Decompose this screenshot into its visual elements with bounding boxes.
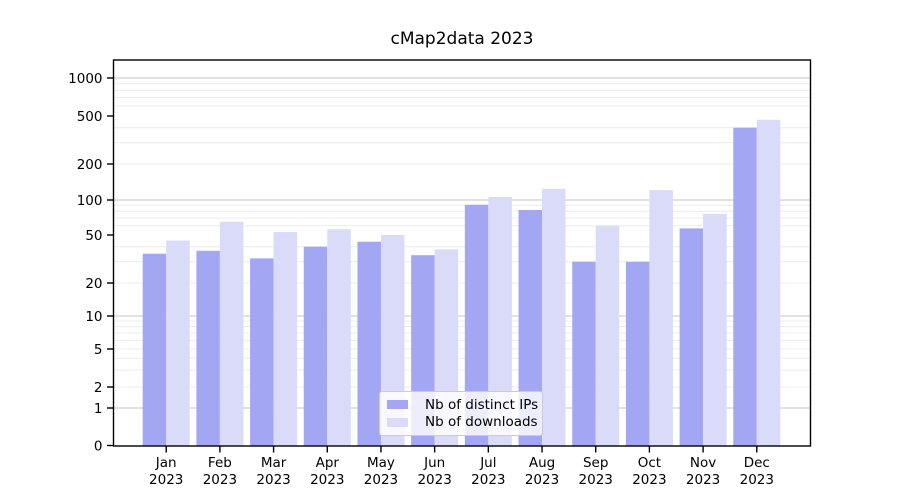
x-tick-label-feb: Feb 2023 — [203, 455, 237, 488]
chart-title: cMap2data 2023 — [390, 29, 534, 49]
y-tick-label: 20 — [85, 276, 102, 292]
legend-swatch-downloads — [387, 417, 408, 427]
x-tick-label-aug: Aug 2023 — [525, 455, 559, 488]
legend-row-distinct-ips: Nb of distinct IPs — [387, 396, 538, 414]
legend: Nb of distinct IPs Nb of downloads — [379, 391, 543, 436]
y-tick-label: 50 — [85, 228, 102, 244]
bar-distinct-ips-jan — [142, 253, 167, 446]
bar-downloads-nov — [703, 213, 727, 446]
y-tick-label: 2 — [94, 380, 103, 396]
bar-distinct-ips-feb — [196, 250, 220, 446]
y-tick-label: 0 — [94, 438, 103, 454]
legend-swatch-distinct-ips — [387, 400, 408, 410]
y-tick-label: 10 — [85, 309, 102, 325]
bar-distinct-ips-sep — [572, 261, 596, 446]
bar-downloads-sep — [595, 225, 620, 446]
x-tick-label-sep: Sep 2023 — [579, 455, 613, 488]
bar-distinct-ips-dec — [733, 127, 757, 447]
bar-downloads-feb — [219, 221, 244, 446]
bar-distinct-ips-nov — [679, 228, 704, 446]
x-tick-label-oct: Oct 2023 — [632, 455, 666, 488]
x-tick-label-mar: Mar 2023 — [256, 455, 290, 488]
y-tick-label: 100 — [77, 193, 103, 209]
x-tick-label-may: May 2023 — [364, 455, 398, 488]
bar-downloads-dec — [756, 119, 781, 446]
y-tick-label: 1000 — [68, 71, 102, 87]
y-tick-label: 1 — [94, 401, 103, 417]
bar-distinct-ips-jul — [464, 204, 489, 446]
bar-downloads-mar — [273, 232, 298, 446]
x-tick-label-jun: Jun 2023 — [417, 455, 451, 488]
bar-downloads-aug — [542, 188, 566, 446]
legend-label-distinct-ips: Nb of distinct IPs — [425, 396, 539, 413]
bar-downloads-oct — [649, 190, 673, 446]
bar-distinct-ips-oct — [625, 261, 650, 446]
bar-downloads-apr — [327, 229, 351, 446]
bar-downloads-jul — [488, 196, 512, 446]
x-tick-label-jul: Jul 2023 — [471, 455, 505, 488]
bar-distinct-ips-apr — [303, 246, 328, 446]
x-tick-label-nov: Nov 2023 — [686, 455, 720, 488]
bar-distinct-ips-may — [357, 241, 381, 446]
y-tick-label: 500 — [77, 109, 103, 125]
y-tick-label: 5 — [94, 342, 103, 358]
bar-distinct-ips-mar — [250, 258, 274, 446]
plot-border — [112, 59, 812, 447]
x-tick-label-dec: Dec 2023 — [740, 455, 774, 488]
x-tick-label-jan: Jan 2023 — [149, 455, 183, 488]
bar-downloads-jan — [166, 240, 190, 446]
y-tick-label: 200 — [77, 157, 103, 173]
bar-distinct-ips-aug — [518, 210, 543, 446]
legend-row-downloads: Nb of downloads — [387, 414, 538, 432]
x-tick-label-apr: Apr 2023 — [310, 455, 344, 488]
legend-label-downloads: Nb of downloads — [425, 414, 538, 431]
